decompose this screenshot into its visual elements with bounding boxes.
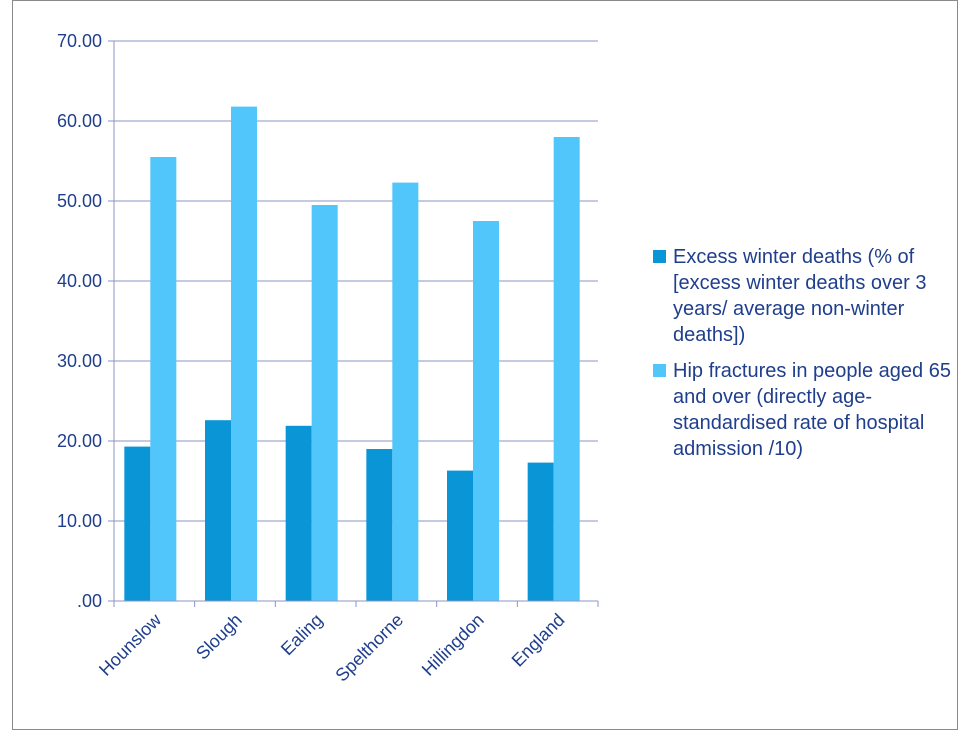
legend-label-hip-fractures: Hip fractures in people aged 65 and over… [673, 360, 951, 460]
bar-hounslow-series-1 [124, 447, 150, 601]
bar-hillingdon-series-1 [447, 471, 473, 601]
legend-swatch-hip-fractures [653, 364, 666, 377]
y-tick-label-7: 70.00 [57, 31, 102, 51]
legend-item-excess-winter-deaths: Excess winter deaths (% of [excess winte… [653, 244, 958, 348]
bars [124, 107, 579, 601]
x-tick-label-spelthorne: Spelthorne [331, 610, 407, 686]
bar-england-series-1 [528, 463, 554, 601]
chart-frame: .00 10.00 20.00 30.00 40.00 50.00 60.00 70.00 H… [12, 0, 958, 730]
bar-hounslow-series-2 [150, 157, 176, 601]
y-tick-label-6: 60.00 [57, 111, 102, 131]
bar-hillingdon-series-2 [473, 221, 499, 601]
y-tick-label-5: 50.00 [57, 191, 102, 211]
y-tick-labels: .00 10.00 20.00 30.00 40.00 50.00 60.00 70.00 [57, 31, 102, 611]
legend-label-excess-winter-deaths: Excess winter deaths (% of [excess winte… [673, 246, 926, 346]
bar-england-series-2 [554, 137, 580, 601]
y-tick-label-2: 20.00 [57, 431, 102, 451]
y-tick-label-0: .00 [77, 591, 102, 611]
y-tick-label-3: 30.00 [57, 351, 102, 371]
y-tick-label-1: 10.00 [57, 511, 102, 531]
x-tick-label-hillingdon: Hillingdon [418, 610, 488, 680]
x-tick-labels: Hounslow Slough Ealing Spelthorne Hillingdon… [95, 609, 568, 685]
x-tick-label-hounslow: Hounslow [95, 609, 166, 680]
bar-slough-series-2 [231, 107, 257, 601]
x-tick-label-slough: Slough [192, 610, 246, 664]
legend: Excess winter deaths (% of [excess winte… [653, 244, 958, 472]
legend-item-hip-fractures: Hip fractures in people aged 65 and over… [653, 358, 958, 462]
axes [114, 41, 598, 607]
bar-spelthorne-series-1 [366, 449, 392, 601]
gridlines [108, 41, 598, 601]
bar-slough-series-1 [205, 420, 231, 601]
bar-ealing-series-1 [286, 426, 312, 601]
y-tick-label-4: 40.00 [57, 271, 102, 291]
bar-ealing-series-2 [312, 205, 338, 601]
legend-swatch-excess-winter-deaths [653, 250, 666, 263]
x-tick-label-england: England [508, 610, 569, 671]
x-tick-label-ealing: Ealing [277, 610, 327, 660]
bar-spelthorne-series-2 [392, 183, 418, 601]
